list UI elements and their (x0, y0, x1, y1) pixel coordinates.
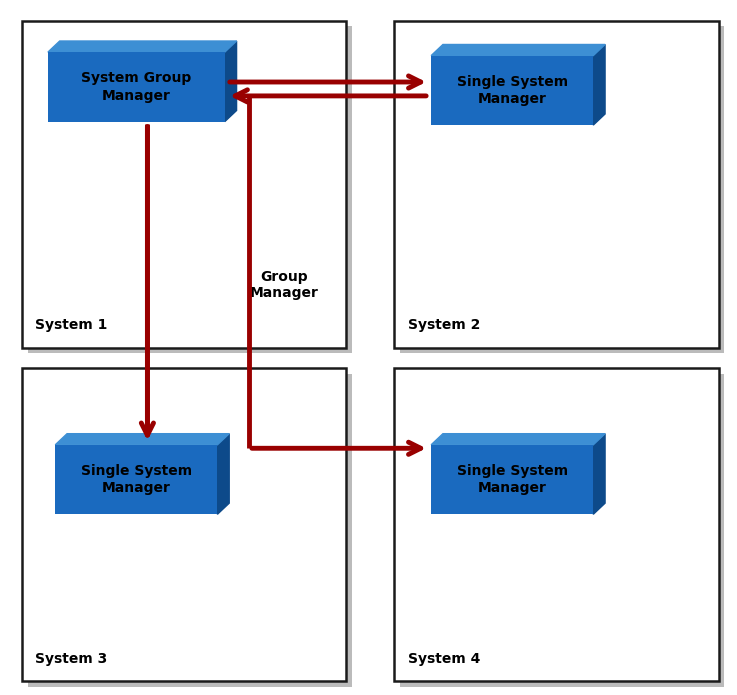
Polygon shape (217, 434, 229, 514)
Polygon shape (48, 41, 237, 52)
Text: System 4: System 4 (408, 652, 480, 666)
FancyBboxPatch shape (400, 26, 724, 353)
Text: Group
Manager: Group Manager (249, 270, 318, 300)
FancyBboxPatch shape (22, 368, 346, 681)
FancyBboxPatch shape (28, 26, 352, 353)
Text: System Group
Manager: System Group Manager (81, 71, 192, 103)
Text: System 2: System 2 (408, 318, 480, 332)
FancyBboxPatch shape (55, 445, 217, 514)
FancyArrowPatch shape (235, 90, 426, 102)
Text: Single System
Manager: Single System Manager (81, 464, 192, 496)
FancyArrowPatch shape (252, 442, 421, 455)
Polygon shape (431, 44, 605, 56)
FancyBboxPatch shape (22, 21, 346, 348)
Text: System 3: System 3 (35, 652, 108, 666)
FancyBboxPatch shape (48, 52, 225, 122)
FancyBboxPatch shape (394, 368, 719, 681)
Text: Single System
Manager: Single System Manager (457, 74, 567, 106)
Polygon shape (593, 44, 605, 125)
FancyBboxPatch shape (394, 21, 719, 348)
FancyArrowPatch shape (230, 76, 421, 88)
FancyArrowPatch shape (142, 126, 153, 435)
FancyBboxPatch shape (431, 56, 593, 125)
Polygon shape (431, 434, 605, 445)
Text: Single System
Manager: Single System Manager (457, 464, 567, 496)
Polygon shape (593, 434, 605, 514)
FancyBboxPatch shape (28, 374, 352, 687)
FancyBboxPatch shape (431, 445, 593, 514)
Polygon shape (225, 41, 237, 122)
FancyBboxPatch shape (400, 374, 724, 687)
Text: System 1: System 1 (35, 318, 108, 332)
Polygon shape (55, 434, 229, 445)
